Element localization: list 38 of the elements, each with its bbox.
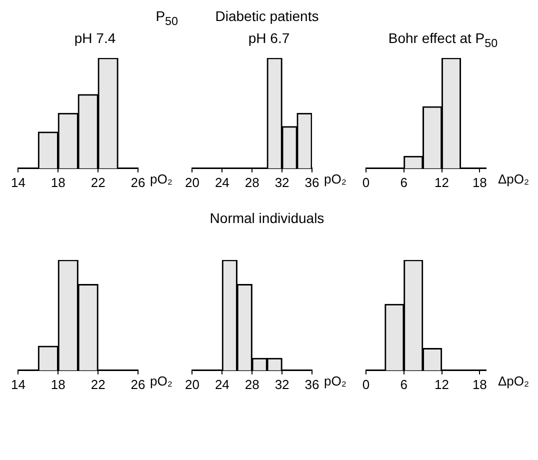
x-tick-label: 22 bbox=[90, 174, 106, 190]
x-tick-label: 20 bbox=[184, 174, 200, 190]
x-axis-title: pO₂ bbox=[324, 373, 346, 388]
x-tick-label: 14 bbox=[10, 174, 26, 190]
chart-title: Bohr effect at P$_{50}$ bbox=[388, 30, 498, 50]
x-tick-label: 12 bbox=[434, 174, 450, 190]
x-tick-label: 24 bbox=[214, 174, 230, 190]
x-axis-title: pO₂ bbox=[324, 171, 346, 186]
x-tick-label: 22 bbox=[90, 376, 106, 392]
x-tick-label: 24 bbox=[214, 376, 230, 392]
text: P$_{50}$ bbox=[156, 8, 178, 28]
x-tick-label: 26 bbox=[130, 376, 146, 392]
x-tick-label: 18 bbox=[50, 174, 66, 190]
x-tick-label: 36 bbox=[304, 376, 320, 392]
x-tick-label: 6 bbox=[400, 174, 408, 190]
x-tick-label: 32 bbox=[274, 174, 290, 190]
text: Diabetic patients bbox=[215, 8, 319, 24]
chart-title: pH 6.7 bbox=[248, 30, 290, 46]
x-tick-label: 28 bbox=[244, 376, 260, 392]
x-tick-label: 20 bbox=[184, 376, 200, 392]
x-tick-label: 0 bbox=[362, 376, 370, 392]
x-axis-title: pO₂ bbox=[150, 171, 172, 186]
x-axis-title: pO₂ bbox=[150, 373, 172, 388]
x-axis-title: ΔpO₂ bbox=[498, 171, 530, 186]
x-tick-label: 18 bbox=[472, 174, 487, 190]
x-tick-label: 6 bbox=[400, 376, 408, 392]
x-tick-label: 18 bbox=[50, 376, 66, 392]
text: Normal individuals bbox=[210, 210, 324, 226]
x-axis-title: ΔpO₂ bbox=[498, 373, 530, 388]
x-tick-label: 0 bbox=[362, 174, 370, 190]
x-tick-label: 26 bbox=[130, 174, 146, 190]
x-tick-label: 28 bbox=[244, 174, 260, 190]
x-tick-label: 14 bbox=[10, 376, 26, 392]
x-tick-label: 32 bbox=[274, 376, 290, 392]
x-tick-label: 36 bbox=[304, 174, 320, 190]
chart-title: pH 7.4 bbox=[74, 30, 116, 46]
x-tick-label: 12 bbox=[434, 376, 450, 392]
x-tick-label: 18 bbox=[472, 376, 487, 392]
